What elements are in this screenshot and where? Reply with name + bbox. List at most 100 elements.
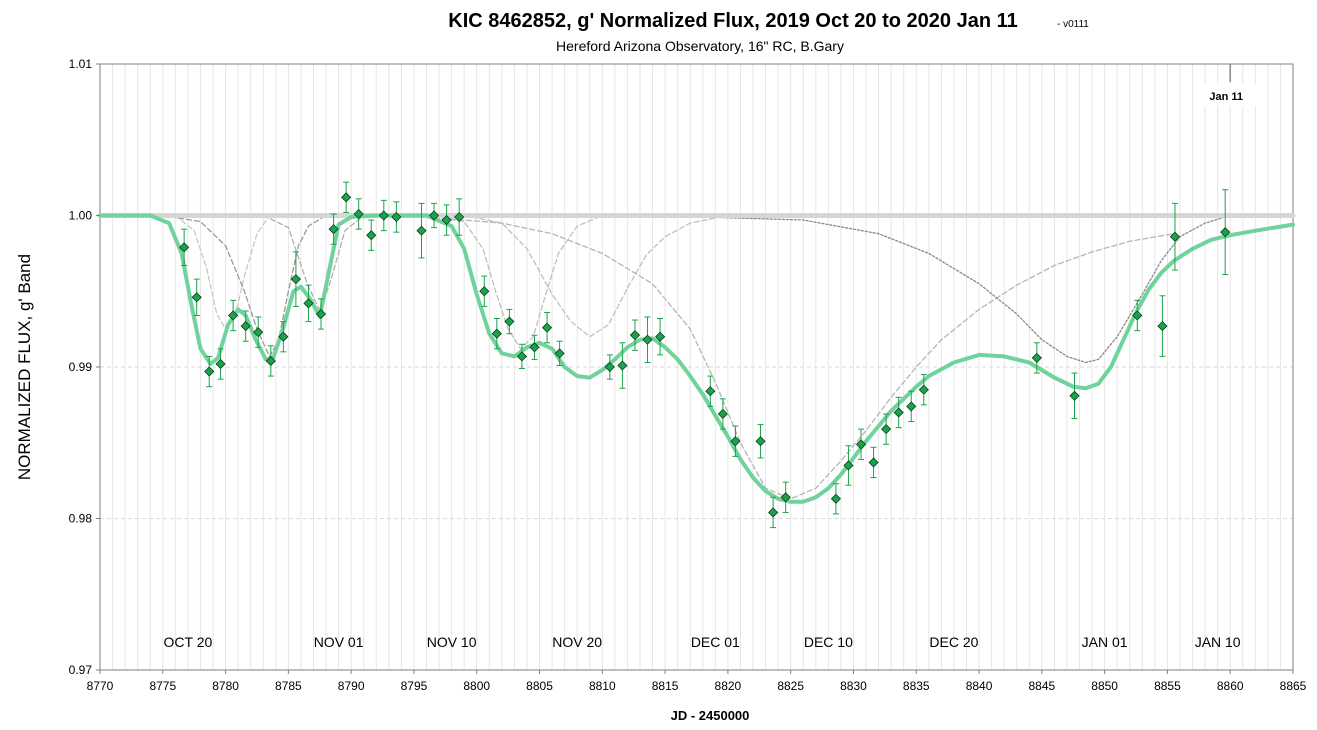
data-point — [830, 493, 841, 504]
data-point — [265, 355, 276, 367]
data-point — [768, 507, 779, 518]
series-component-8 — [601, 214, 1231, 364]
x-tick-label: 8830 — [840, 679, 867, 693]
data-point — [204, 366, 215, 377]
month-label: JAN 01 — [1082, 634, 1128, 650]
data-point — [341, 192, 352, 203]
data-point — [454, 211, 465, 223]
x-tick-label: 8840 — [966, 679, 993, 693]
data-point — [516, 351, 528, 362]
series-component-2 — [174, 214, 271, 330]
x-tick-label: 8825 — [777, 679, 804, 693]
data-point — [191, 292, 202, 303]
x-axis-label: JD - 2450000 — [671, 708, 750, 723]
data-point — [479, 286, 490, 297]
data-point — [491, 328, 502, 339]
data-point — [441, 214, 452, 226]
data-point — [416, 225, 427, 236]
x-tick-label: 8805 — [526, 679, 553, 693]
x-tick-label: 8795 — [401, 679, 428, 693]
data-point — [617, 360, 628, 371]
data-point — [1132, 310, 1143, 321]
y-tick-label: 1.00 — [69, 209, 93, 223]
x-tick-label: 8835 — [903, 679, 930, 693]
data-point — [868, 457, 879, 468]
month-label: DEC 01 — [691, 634, 740, 650]
data-point — [906, 401, 917, 412]
data-point — [1069, 390, 1080, 401]
x-tick-label: 8865 — [1280, 679, 1307, 693]
data-point — [240, 321, 251, 332]
axes: 8770 8775 8780 8785 8790 8795 8800 8805 8810 8815… — [69, 57, 1307, 693]
data-point — [918, 384, 929, 395]
data-point — [378, 210, 389, 221]
x-tick-label: 8850 — [1091, 679, 1118, 693]
y-tick-label: 0.98 — [69, 512, 93, 526]
month-label: JAN 10 — [1195, 634, 1241, 650]
data-point — [391, 211, 402, 223]
x-tick-label: 8785 — [275, 679, 302, 693]
month-label: OCT 20 — [164, 634, 213, 650]
data-point — [315, 308, 327, 320]
x-tick-label: 8780 — [212, 679, 239, 693]
month-label: NOV 20 — [552, 634, 602, 650]
data-point — [705, 386, 716, 397]
data-point — [303, 298, 314, 309]
data-point — [290, 274, 301, 285]
y-tick-label: 1.01 — [69, 57, 93, 71]
data-point — [1220, 227, 1231, 238]
data-point — [554, 348, 565, 359]
data-point — [428, 210, 440, 221]
data-point — [541, 322, 553, 333]
data-point — [1169, 231, 1181, 242]
y-tick-label: 0.97 — [69, 663, 93, 677]
grid — [100, 64, 1293, 670]
month-labels: OCT 20 NOV 01 NOV 10 NOV 20 DEC 01 DEC 10 DEC … — [164, 634, 1241, 650]
data-point — [215, 358, 226, 370]
data-point — [179, 242, 190, 253]
x-tick-label: 8860 — [1217, 679, 1244, 693]
data-point — [353, 208, 364, 220]
data-point — [629, 330, 641, 341]
x-tick-label: 8820 — [715, 679, 742, 693]
data-point — [328, 224, 339, 235]
data-point — [893, 407, 904, 418]
data-point — [604, 361, 615, 373]
data-point — [1157, 321, 1168, 332]
data-point — [1031, 352, 1042, 363]
x-tick-label: 8845 — [1028, 679, 1055, 693]
month-label: DEC 10 — [804, 634, 853, 650]
chart-subtitle: Hereford Arizona Observatory, 16" RC, B.… — [556, 38, 844, 54]
data-point — [655, 331, 666, 342]
series-model-fit — [98, 213, 1295, 504]
month-label: NOV 10 — [427, 634, 477, 650]
series-group — [97, 181, 1296, 529]
x-tick-label: 8815 — [652, 679, 679, 693]
series-component-7 — [425, 216, 1175, 500]
y-axis-label: NORMALIZED FLUX, g' Band — [15, 254, 34, 480]
data-point — [843, 460, 854, 471]
data-point — [730, 436, 741, 447]
data-point — [717, 408, 728, 420]
data-point — [253, 327, 264, 338]
chart-version: - v0111 — [1057, 19, 1089, 30]
data-point — [529, 342, 540, 353]
data-point — [278, 331, 289, 342]
series-component-3 — [162, 214, 327, 358]
x-tick-label: 8770 — [87, 679, 114, 693]
marker-box — [1204, 84, 1257, 106]
y-tick-label: 0.99 — [69, 360, 93, 374]
date-marker: Jan 11 — [1204, 64, 1257, 106]
x-tick-label: 8790 — [338, 679, 365, 693]
data-point — [504, 316, 515, 327]
x-tick-label: 8775 — [149, 679, 176, 693]
data-point — [780, 492, 791, 503]
x-tick-label: 8855 — [1154, 679, 1181, 693]
data-point — [642, 334, 653, 345]
month-label: DEC 20 — [929, 634, 978, 650]
month-label: NOV 01 — [314, 634, 364, 650]
data-point — [855, 439, 867, 450]
x-tick-label: 8800 — [463, 679, 490, 693]
data-point — [366, 230, 377, 241]
